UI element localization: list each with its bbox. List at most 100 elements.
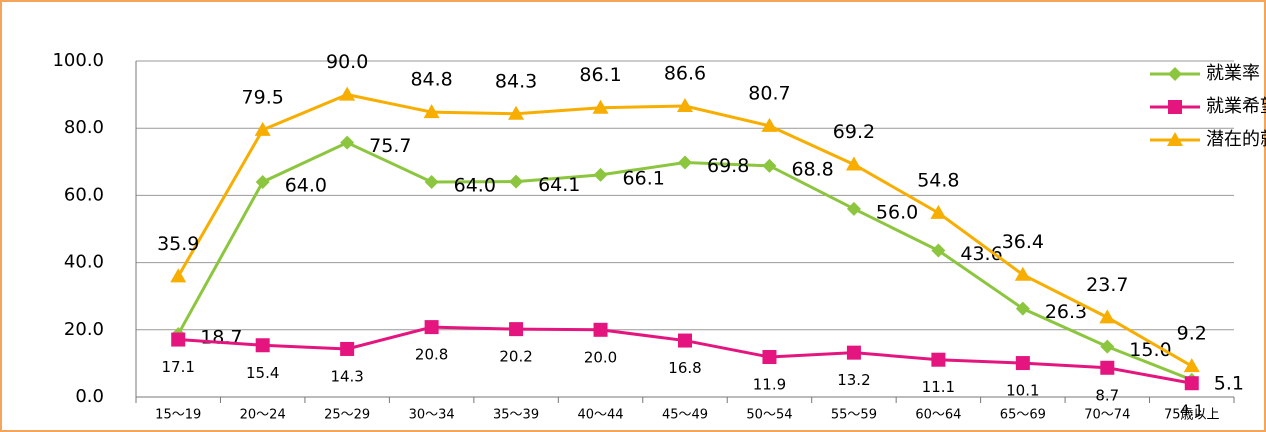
data-label: 9.2 bbox=[1177, 323, 1207, 345]
data-label: 15.0 bbox=[1129, 339, 1171, 361]
data-label: 68.8 bbox=[791, 158, 833, 180]
x-tick-label: 40〜44 bbox=[577, 408, 623, 423]
marker bbox=[593, 322, 608, 337]
marker bbox=[593, 167, 608, 182]
marker bbox=[1167, 132, 1183, 146]
x-tick-label: 70〜74 bbox=[1084, 408, 1130, 423]
marker bbox=[508, 105, 525, 120]
marker bbox=[339, 86, 356, 101]
marker bbox=[509, 174, 524, 189]
data-label: 64.0 bbox=[285, 174, 327, 196]
marker bbox=[1015, 301, 1030, 316]
marker bbox=[931, 243, 946, 258]
y-tick-label: 20.0 bbox=[64, 319, 104, 340]
data-label: 86.6 bbox=[664, 63, 706, 85]
y-tick-label: 80.0 bbox=[64, 117, 104, 138]
y-tick-label: 60.0 bbox=[64, 184, 104, 205]
data-label: 11.1 bbox=[922, 378, 955, 396]
data-label: 75.7 bbox=[369, 135, 411, 157]
marker bbox=[424, 174, 439, 189]
marker bbox=[1168, 67, 1182, 81]
marker bbox=[762, 158, 777, 173]
marker bbox=[931, 352, 946, 367]
data-label: 20.0 bbox=[584, 348, 617, 366]
data-label: 64.0 bbox=[454, 174, 496, 196]
marker bbox=[340, 341, 355, 356]
data-label: 66.1 bbox=[623, 167, 665, 189]
marker bbox=[170, 268, 187, 283]
data-label: 4.1 bbox=[1180, 402, 1204, 420]
marker bbox=[677, 98, 693, 113]
marker bbox=[678, 155, 692, 170]
marker bbox=[846, 345, 861, 360]
marker bbox=[1015, 356, 1030, 371]
data-label: 80.7 bbox=[748, 82, 790, 104]
marker bbox=[255, 338, 270, 353]
x-tick-label: 25〜29 bbox=[324, 408, 370, 423]
data-label: 8.7 bbox=[1095, 386, 1119, 404]
data-label: 56.0 bbox=[876, 201, 918, 223]
x-tick-label: 65〜69 bbox=[1000, 408, 1046, 423]
marker bbox=[340, 135, 355, 150]
marker bbox=[846, 201, 861, 216]
data-label: 69.2 bbox=[833, 121, 875, 143]
data-label: 20.2 bbox=[499, 348, 532, 366]
marker bbox=[255, 174, 270, 189]
y-tick-label: 0.0 bbox=[75, 386, 104, 407]
data-label: 90.0 bbox=[326, 51, 368, 73]
marker bbox=[424, 320, 439, 335]
marker bbox=[930, 204, 947, 219]
data-label: 17.1 bbox=[162, 358, 195, 376]
data-label: 13.2 bbox=[837, 371, 870, 389]
x-tick-label: 50〜54 bbox=[746, 408, 792, 423]
x-tick-label: 20〜24 bbox=[240, 408, 286, 423]
x-tick-label: 75歳以上 bbox=[1164, 408, 1220, 423]
x-tick-label: 55〜59 bbox=[831, 408, 877, 423]
x-tick-label: 30〜34 bbox=[409, 408, 455, 423]
marker bbox=[254, 121, 271, 136]
data-label: 35.9 bbox=[157, 233, 199, 255]
data-label: 86.1 bbox=[579, 64, 621, 86]
marker bbox=[678, 333, 692, 348]
x-tick-label: 60〜64 bbox=[915, 408, 961, 423]
data-label: 18.7 bbox=[200, 327, 242, 349]
data-label: 10.1 bbox=[1006, 382, 1039, 400]
marker bbox=[423, 104, 440, 119]
marker bbox=[1100, 360, 1115, 375]
y-tick-label: 40.0 bbox=[64, 252, 104, 273]
marker bbox=[1014, 266, 1031, 281]
data-label: 5.1 bbox=[1214, 372, 1244, 394]
y-tick-label: 100.0 bbox=[52, 50, 104, 71]
data-label: 36.4 bbox=[1002, 231, 1044, 253]
marker bbox=[1168, 100, 1182, 114]
marker bbox=[1184, 376, 1199, 391]
marker bbox=[761, 117, 778, 132]
data-label: 23.7 bbox=[1086, 274, 1128, 296]
data-label: 84.8 bbox=[410, 69, 452, 91]
marker bbox=[845, 156, 862, 171]
data-label: 11.9 bbox=[753, 376, 786, 394]
x-tick-label: 35〜39 bbox=[493, 408, 539, 423]
data-label: 15.4 bbox=[246, 364, 279, 382]
data-label: 43.6 bbox=[960, 243, 1002, 265]
marker bbox=[509, 322, 524, 337]
data-label: 20.8 bbox=[415, 346, 448, 364]
data-label: 54.8 bbox=[917, 169, 959, 191]
data-label: 26.3 bbox=[1045, 301, 1087, 323]
legend-label: 就業率 bbox=[1206, 63, 1260, 84]
marker bbox=[1099, 309, 1116, 324]
data-label: 64.1 bbox=[538, 174, 580, 196]
data-label: 84.3 bbox=[495, 70, 537, 92]
x-tick-label: 15〜19 bbox=[155, 408, 201, 423]
marker bbox=[762, 350, 777, 365]
data-label: 14.3 bbox=[330, 367, 363, 385]
data-label: 16.8 bbox=[668, 359, 701, 377]
marker bbox=[592, 99, 609, 114]
data-label: 79.5 bbox=[242, 86, 284, 108]
marker bbox=[1100, 339, 1115, 354]
legend-label: 就業希望率 bbox=[1206, 96, 1266, 117]
x-tick-label: 45〜49 bbox=[662, 408, 708, 423]
marker bbox=[171, 332, 186, 347]
legend-label: 潜在的就業率 bbox=[1206, 129, 1266, 150]
